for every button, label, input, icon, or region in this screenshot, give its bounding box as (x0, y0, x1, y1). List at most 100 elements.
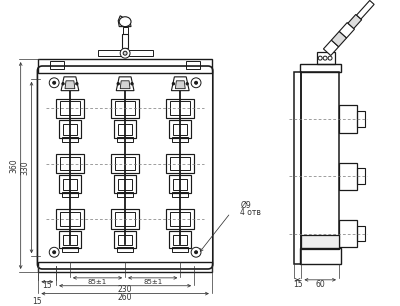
Bar (357, 111, 364, 127)
Bar (62, 192, 78, 197)
Bar (170, 120, 191, 138)
Bar (170, 175, 191, 193)
Bar (115, 212, 135, 226)
Bar (173, 179, 187, 190)
Bar (339, 162, 357, 190)
Circle shape (120, 48, 130, 58)
Bar (59, 175, 81, 193)
Bar (118, 234, 132, 245)
Polygon shape (129, 50, 153, 56)
Text: 85±1: 85±1 (88, 279, 107, 285)
Bar (122, 35, 128, 48)
Bar (60, 212, 80, 226)
Bar (114, 175, 136, 193)
Bar (302, 236, 339, 249)
Circle shape (191, 78, 201, 88)
Bar (170, 102, 190, 115)
Bar (60, 157, 80, 170)
Bar (166, 154, 194, 174)
Bar (118, 124, 132, 135)
Bar (56, 154, 84, 174)
Text: 15: 15 (33, 297, 42, 306)
Bar (59, 230, 81, 248)
Bar (172, 192, 188, 197)
Polygon shape (118, 16, 131, 27)
Circle shape (191, 247, 201, 257)
Polygon shape (172, 77, 189, 91)
Bar (339, 220, 357, 247)
Text: 360: 360 (9, 158, 18, 173)
Polygon shape (61, 77, 79, 91)
Ellipse shape (119, 17, 131, 27)
Bar (62, 247, 78, 252)
Bar (300, 248, 341, 264)
Circle shape (117, 83, 120, 85)
Circle shape (194, 81, 198, 84)
Bar (166, 209, 194, 229)
Text: 15: 15 (42, 281, 52, 290)
Polygon shape (339, 23, 354, 38)
Text: 4 отв: 4 отв (240, 208, 261, 217)
Text: 330: 330 (20, 160, 29, 175)
Bar (111, 154, 139, 174)
Bar (170, 157, 190, 170)
Bar (123, 27, 128, 35)
Circle shape (62, 83, 64, 85)
Bar (111, 209, 139, 229)
Text: Ø9: Ø9 (240, 200, 251, 209)
Bar (56, 209, 84, 229)
Text: 260: 260 (118, 293, 132, 302)
Text: 85±1: 85±1 (143, 279, 162, 285)
Bar (38, 59, 212, 73)
Text: 15: 15 (293, 280, 302, 289)
Bar (115, 102, 135, 115)
Polygon shape (65, 81, 75, 89)
Bar (173, 124, 187, 135)
Circle shape (328, 56, 332, 60)
FancyBboxPatch shape (38, 66, 213, 269)
Circle shape (131, 83, 133, 85)
Circle shape (123, 51, 127, 55)
Circle shape (318, 56, 322, 60)
Circle shape (186, 83, 188, 85)
Bar (114, 120, 136, 138)
Bar (117, 247, 133, 252)
Bar (172, 137, 188, 142)
Polygon shape (331, 31, 346, 47)
Polygon shape (324, 40, 339, 55)
Polygon shape (348, 14, 362, 28)
Bar (38, 262, 212, 272)
Bar (170, 212, 190, 226)
Bar (339, 106, 357, 133)
Polygon shape (356, 0, 374, 19)
Text: 230: 230 (118, 285, 132, 294)
Bar (50, 61, 64, 69)
Text: 60: 60 (315, 280, 325, 289)
Bar (63, 179, 77, 190)
Circle shape (49, 78, 59, 88)
Bar (357, 169, 364, 184)
Bar (114, 230, 136, 248)
Circle shape (194, 251, 198, 254)
Bar (294, 72, 302, 264)
Bar (317, 52, 335, 64)
Bar (118, 179, 132, 190)
Circle shape (53, 81, 56, 84)
Bar (56, 99, 84, 118)
Bar (172, 247, 188, 252)
Circle shape (53, 251, 56, 254)
Bar (63, 124, 77, 135)
Bar (170, 230, 191, 248)
Circle shape (49, 247, 59, 257)
Bar (166, 99, 194, 118)
Bar (300, 64, 341, 72)
Circle shape (323, 56, 327, 60)
Polygon shape (116, 77, 134, 91)
Bar (115, 157, 135, 170)
Bar (60, 102, 80, 115)
Bar (63, 234, 77, 245)
Bar (59, 120, 81, 138)
Circle shape (76, 83, 78, 85)
Polygon shape (120, 81, 130, 89)
Bar (117, 137, 133, 142)
